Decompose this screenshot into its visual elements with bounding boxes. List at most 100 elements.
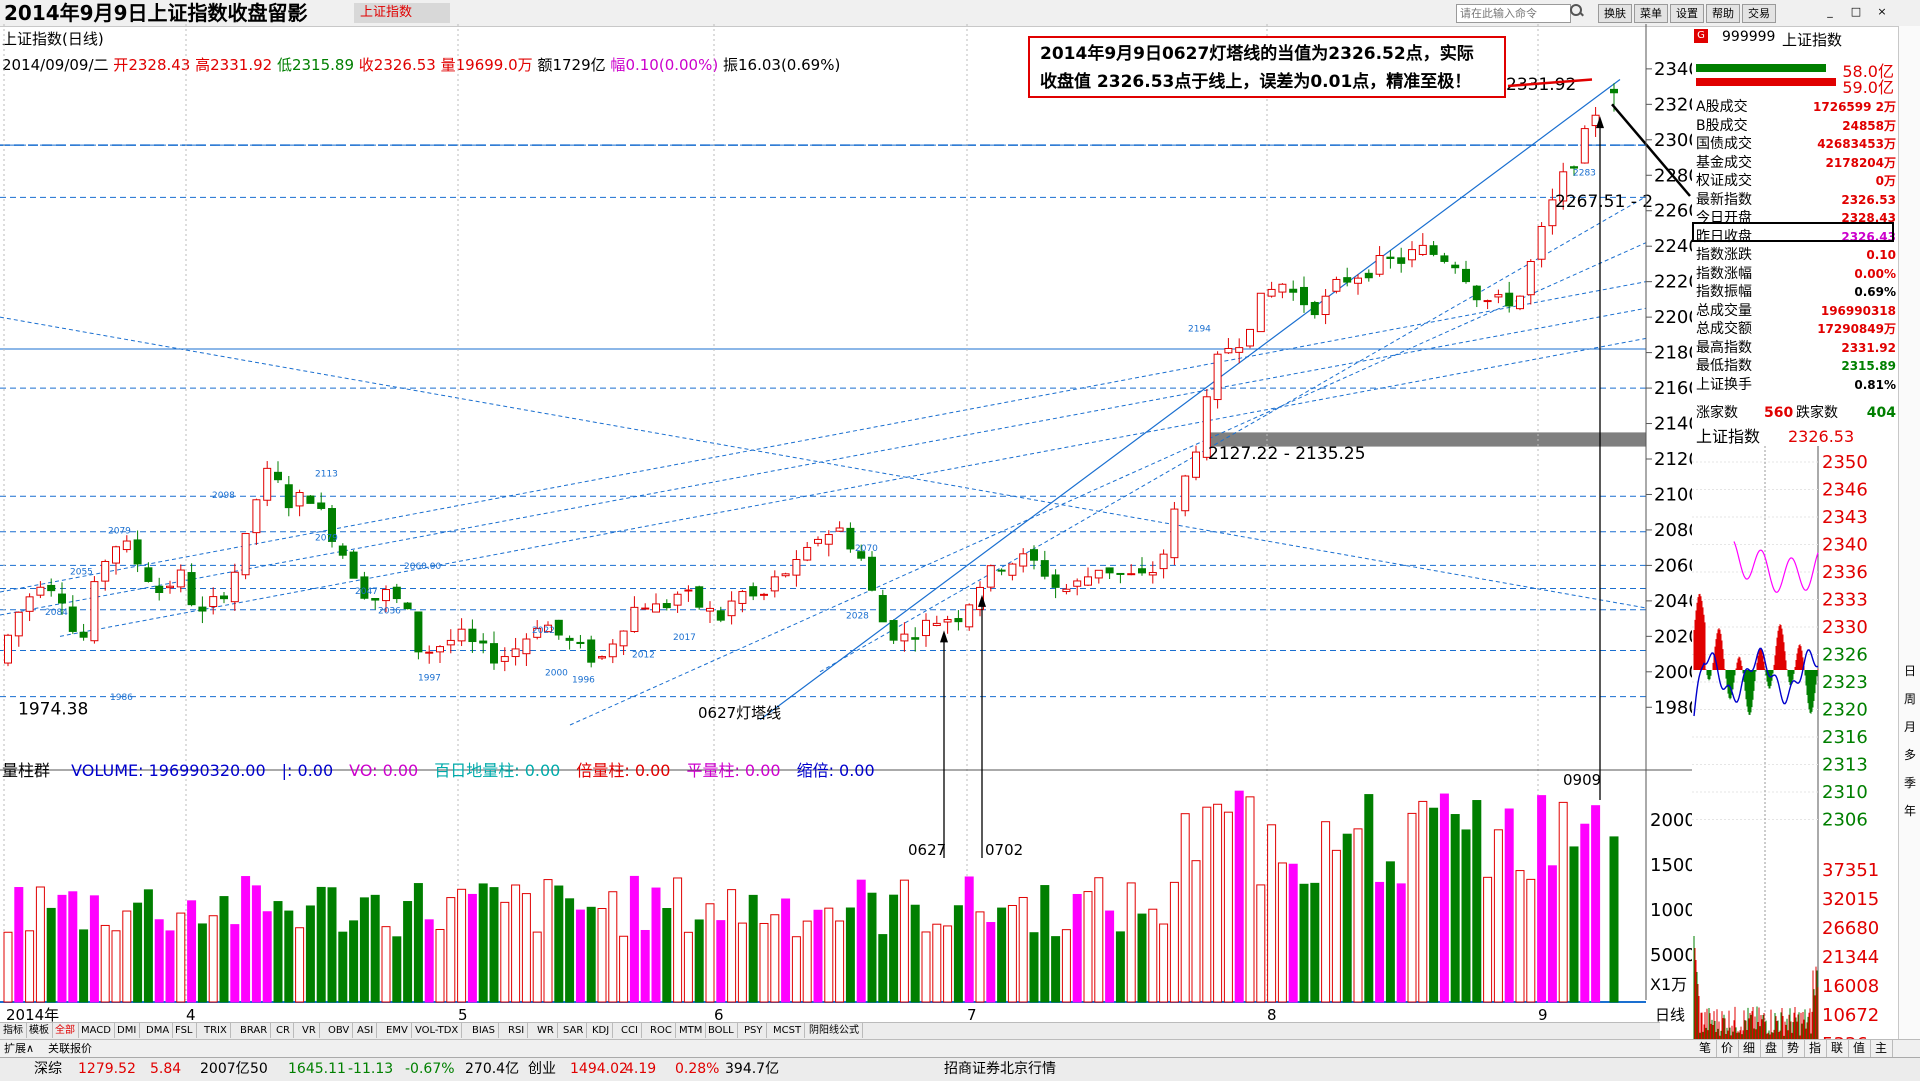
small-level-label: 1986 — [110, 693, 133, 703]
indicator-tab-roc[interactable]: ROC — [647, 1023, 676, 1038]
annotation-pointer-black — [1611, 103, 1691, 197]
indicator-tab-rsi[interactable]: RSI — [505, 1023, 529, 1038]
candle-body — [36, 586, 45, 596]
panel-button-6[interactable]: 联 — [1826, 1040, 1849, 1057]
period-tab-0[interactable]: 日 — [1903, 664, 1916, 678]
indicator-tab-dma[interactable]: DMA — [143, 1023, 174, 1038]
menu-button[interactable]: 菜单 — [1634, 4, 1668, 23]
trade-button[interactable]: 交易 — [1742, 4, 1776, 23]
candle-body — [274, 471, 282, 481]
search-icon[interactable] — [1570, 4, 1584, 18]
volume-header: 量柱群 VOLUME: 196990320.00 |: 0.00 VO: 0.00 百… — [2, 757, 907, 781]
indicator-tab-dmi[interactable]: DMI — [114, 1023, 141, 1038]
indicator-tab-psy[interactable]: PSY — [741, 1023, 767, 1038]
tab-shanghai-index[interactable]: 上证指数 — [354, 3, 450, 23]
low-mark-label: 1974.38 — [18, 699, 88, 719]
indicator-tab-brar[interactable]: BRAR — [237, 1023, 272, 1038]
volume-bar — [575, 909, 585, 1003]
small-level-label: 2079 — [315, 534, 338, 544]
indicator-tab-vol-tdx[interactable]: VOL-TDX — [412, 1023, 463, 1038]
volume-bar — [1591, 805, 1601, 1003]
candle-body — [47, 584, 56, 592]
volume-bar — [1331, 849, 1341, 1003]
period-tab-2[interactable]: 月 — [1903, 720, 1916, 734]
indicator-tab-cr[interactable]: CR — [273, 1023, 294, 1038]
indicator-tab-全部[interactable]: 全部 — [52, 1023, 79, 1038]
indicator-tab-macd[interactable]: MACD — [78, 1023, 115, 1038]
command-input[interactable]: 请在此输入命令 — [1456, 4, 1571, 23]
indicator-tab-obv[interactable]: OBV — [325, 1023, 354, 1038]
intraday-mini-chart[interactable]: 2350 2346 2343 2340 2336 2333 2330 2326 2323 2320… — [1692, 446, 1898, 1060]
panel-button-2[interactable]: 细 — [1738, 1040, 1761, 1057]
panel-button-3[interactable]: 盘 — [1760, 1040, 1783, 1057]
quote-row-12: 总成交额 17290849万 — [1696, 320, 1896, 338]
indicator-tab-bias[interactable]: BIAS — [469, 1023, 499, 1038]
indicator-tab-trix[interactable]: TRIX — [201, 1023, 231, 1038]
period-tab-5[interactable]: 年 — [1903, 804, 1916, 818]
minimize-button[interactable]: _ — [1827, 5, 1833, 18]
candle-body — [1170, 508, 1179, 559]
indicator-tab-mtm[interactable]: MTM — [676, 1023, 707, 1038]
mini-volume-tick: 26680 — [1822, 918, 1879, 939]
panel-button-0[interactable]: 笔 — [1694, 1040, 1717, 1057]
indicator-tab-kdj[interactable]: KDJ — [589, 1023, 614, 1038]
mini-avg-line — [1733, 541, 1819, 593]
settings-button[interactable]: 设置 — [1670, 4, 1704, 23]
candle-body — [1397, 257, 1406, 264]
candle-body — [695, 586, 704, 608]
status-item-7: -0.67% — [405, 1061, 455, 1077]
candle-body — [1386, 256, 1395, 259]
candle-body — [198, 606, 207, 612]
candle-body — [1440, 255, 1449, 262]
expand-button[interactable]: 扩展∧ — [4, 1042, 35, 1055]
indicator-tab-wr[interactable]: WR — [534, 1023, 558, 1038]
candle-body — [1051, 574, 1060, 588]
price-tick-label: 2280 — [1654, 165, 1692, 186]
volume-bar — [143, 889, 153, 1003]
candle-body — [706, 607, 714, 612]
panel-button-1[interactable]: 价 — [1716, 1040, 1739, 1057]
candle-body — [446, 639, 455, 646]
indicator-tab-mcst[interactable]: MCST — [770, 1023, 806, 1038]
quote-code: 999999 — [1722, 29, 1776, 45]
status-item-6: -11.13 — [348, 1061, 394, 1077]
rise-label: 涨家数 — [1696, 405, 1738, 421]
small-level-label: 2070 — [855, 544, 878, 554]
indicator-tab-fsl[interactable]: FSL — [172, 1023, 197, 1038]
volume-bar — [1029, 932, 1039, 1003]
candle-body — [14, 611, 23, 637]
panel-button-8[interactable]: 主 — [1870, 1040, 1893, 1057]
help-button[interactable]: 帮助 — [1706, 4, 1740, 23]
mini-price-tick: 2340 — [1822, 535, 1868, 556]
kline-chart[interactable]: 20000 15000 10000 5000 X1万 2331.92 2267.51 - … — [0, 24, 1692, 1022]
candle-body — [144, 567, 153, 582]
panel-button-5[interactable]: 指 — [1804, 1040, 1827, 1057]
candle-body — [868, 556, 876, 591]
mini-price-line — [1693, 647, 1819, 717]
skin-button[interactable]: 换肤 — [1598, 4, 1632, 23]
candle-body — [1030, 549, 1038, 561]
candle-body — [101, 560, 110, 582]
candle-body — [1516, 295, 1524, 310]
close-button[interactable]: × — [1877, 5, 1887, 18]
indicator-tab-asi[interactable]: ASI — [354, 1023, 378, 1038]
panel-button-7[interactable]: 值 — [1848, 1040, 1871, 1057]
period-tab-3[interactable]: 多 — [1903, 748, 1916, 762]
maximize-button[interactable]: □ — [1850, 5, 1862, 18]
indicator-tab-阴阳线公式[interactable]: 阴阳线公式 — [806, 1023, 863, 1038]
panel-button-4[interactable]: 势 — [1782, 1040, 1805, 1057]
indicator-tab-vr[interactable]: VR — [299, 1023, 320, 1038]
related-quotes-button[interactable]: 关联报价 — [48, 1042, 92, 1055]
indicator-tab-sar[interactable]: SAR — [560, 1023, 588, 1038]
indicator-tab-emv[interactable]: EMV — [383, 1023, 412, 1038]
period-tab-4[interactable]: 季 — [1903, 776, 1916, 790]
indicator-tab-cci[interactable]: CCI — [618, 1023, 642, 1038]
indicator-tab-boll[interactable]: BOLL — [705, 1023, 738, 1038]
volume-bar — [921, 931, 931, 1003]
period-tab-1[interactable]: 周 — [1903, 692, 1916, 706]
candle-body — [220, 595, 228, 600]
candle-body — [1375, 255, 1384, 275]
indicator-tab-模板[interactable]: 模板 — [26, 1023, 53, 1038]
volume-bar — [122, 910, 132, 1003]
indicator-tab-指标[interactable]: 指标 — [0, 1023, 27, 1038]
